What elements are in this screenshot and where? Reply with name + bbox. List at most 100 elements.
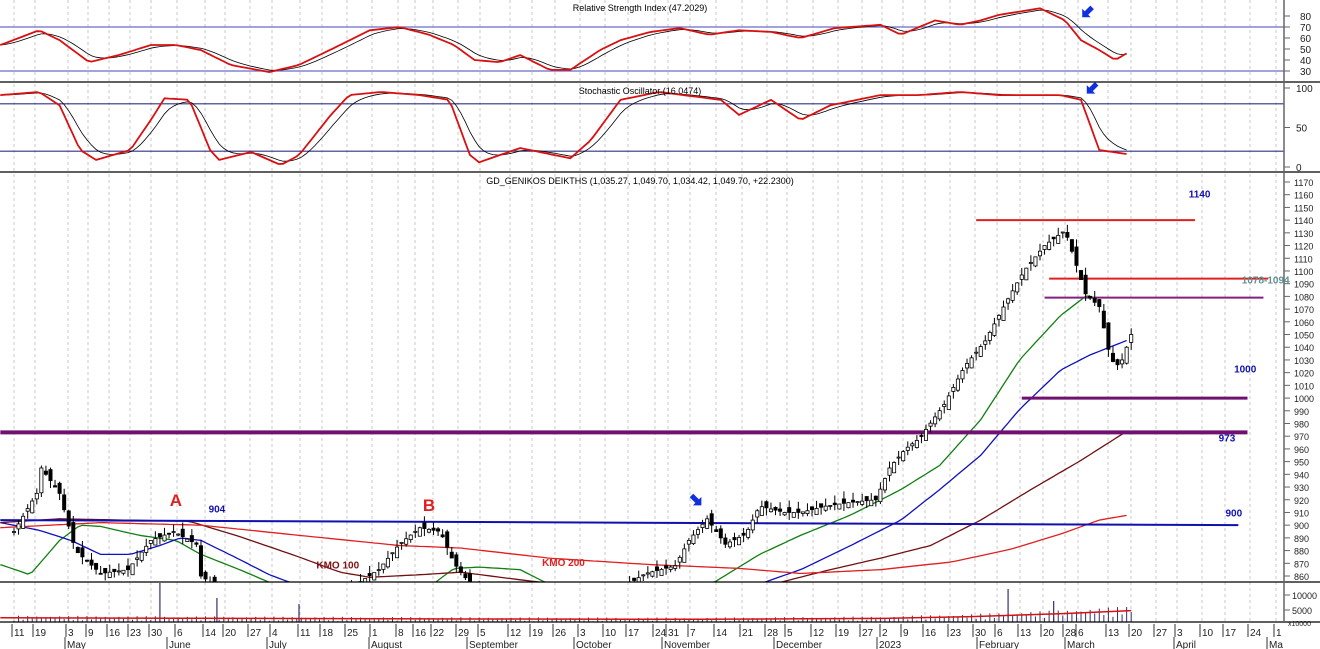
candle-body: [144, 545, 149, 553]
date-tick-label: 6: [997, 628, 1003, 639]
candle-body: [139, 551, 144, 561]
candle-body: [732, 537, 737, 541]
candle-body: [272, 601, 275, 603]
candle-body: [741, 532, 746, 536]
candle-body: [746, 529, 751, 538]
candle-body: [332, 600, 335, 603]
candle-body: [395, 546, 400, 559]
date-tick-label: 22: [433, 628, 445, 639]
candle-body: [445, 531, 450, 548]
candle-body: [550, 599, 553, 604]
candle-body: [755, 510, 760, 518]
candle-body: [94, 562, 99, 570]
candle-body: [846, 502, 851, 509]
candle-body: [48, 469, 53, 482]
candle-body: [796, 508, 801, 513]
candle-body: [682, 548, 687, 563]
candle-body: [1074, 246, 1079, 266]
candle-body: [837, 503, 842, 510]
candle-body: [157, 533, 162, 538]
candle-body: [1038, 250, 1043, 257]
date-tick-label: 16: [925, 628, 937, 639]
candle-body: [892, 462, 897, 474]
annotation-label: 900: [1225, 508, 1242, 519]
date-tick-label: 30: [975, 628, 987, 639]
candle-body: [399, 541, 404, 544]
candle-body: [965, 363, 970, 369]
candle-body: [933, 416, 938, 425]
candle-body: [318, 601, 321, 606]
candle-body: [1092, 297, 1097, 303]
candle-body: [112, 568, 117, 572]
candle-body: [537, 598, 540, 599]
candle-body: [787, 507, 792, 513]
price-axis-label: 990: [1294, 407, 1309, 417]
candle-body: [645, 572, 650, 575]
date-tick-label: 11: [300, 628, 311, 639]
rsi-axis-label: 40: [1300, 56, 1312, 67]
candle-body: [718, 528, 723, 539]
arrow-icon: [689, 493, 702, 506]
price-axis-label: 1030: [1294, 356, 1314, 366]
date-tick-label: 16: [415, 628, 427, 639]
moving-average-line: [0, 295, 1091, 582]
price-axis-label: 1090: [1294, 280, 1314, 290]
candle-body: [610, 593, 613, 595]
candle-body: [677, 556, 682, 563]
candle-body: [16, 523, 21, 530]
candle-body: [587, 598, 590, 601]
candle-body: [709, 513, 714, 526]
price-axis-label: 1170: [1294, 178, 1313, 188]
candle-body: [592, 601, 595, 602]
candle-body: [240, 601, 243, 604]
price-axis-label: 860: [1294, 572, 1309, 582]
candle-body: [659, 568, 664, 576]
candle-body: [53, 485, 58, 488]
candle-body: [1033, 256, 1038, 267]
candle-body: [1110, 352, 1115, 362]
candle-body: [440, 534, 445, 538]
candle-body: [992, 323, 997, 336]
annotation-label: KMO 100: [316, 560, 359, 571]
candle-body: [57, 482, 62, 494]
candle-body: [505, 597, 508, 601]
rsi-axis-label: 70: [1300, 23, 1312, 34]
candle-body: [341, 594, 344, 602]
candle-body: [555, 594, 558, 599]
volume-panel: [0, 583, 1132, 622]
annotation-label: 904: [209, 504, 226, 515]
candle-body: [1097, 299, 1102, 307]
candle-body: [130, 563, 135, 576]
candle-body: [823, 505, 828, 511]
candle-body: [482, 595, 485, 597]
date-tick-label: 4: [272, 628, 278, 639]
volume-axis-label: 10000: [1292, 591, 1317, 601]
candle-body: [636, 577, 641, 582]
rsi-axis-label: 80: [1300, 12, 1312, 23]
candle-body: [385, 557, 390, 568]
candle-body: [841, 498, 846, 504]
candle-body: [650, 571, 655, 577]
candle-body: [759, 506, 764, 516]
candle-body: [103, 568, 108, 574]
candle-body: [263, 601, 266, 606]
volume-unit-label: x10000: [1288, 621, 1311, 628]
candle-body: [855, 501, 860, 503]
candle-body: [350, 588, 353, 594]
candle-body: [864, 496, 869, 502]
rsi-axis-label: 60: [1300, 34, 1312, 45]
candle-body: [500, 591, 503, 596]
candle-body: [295, 601, 298, 605]
candle-body: [878, 488, 883, 503]
chart-labels: 1140 1078-1094 1000 973 900 904 KMO 100 KMO 200…: [170, 5, 1290, 571]
candle-body: [623, 586, 626, 587]
candle-body: [1024, 267, 1029, 281]
candle-body: [596, 601, 599, 603]
candle-body: [773, 506, 778, 511]
annotation-label: KMO 200: [542, 558, 585, 569]
date-tick-label: 31: [668, 628, 680, 639]
candle-body: [924, 428, 929, 441]
candle-body: [619, 589, 622, 592]
price-title: GD_GENIKOS DEIKTHS (1,035.27, 1,049.70, …: [486, 176, 793, 186]
candle-body: [43, 470, 48, 475]
